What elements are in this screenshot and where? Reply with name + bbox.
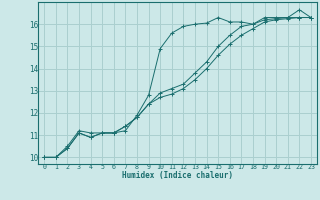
X-axis label: Humidex (Indice chaleur): Humidex (Indice chaleur) <box>122 171 233 180</box>
